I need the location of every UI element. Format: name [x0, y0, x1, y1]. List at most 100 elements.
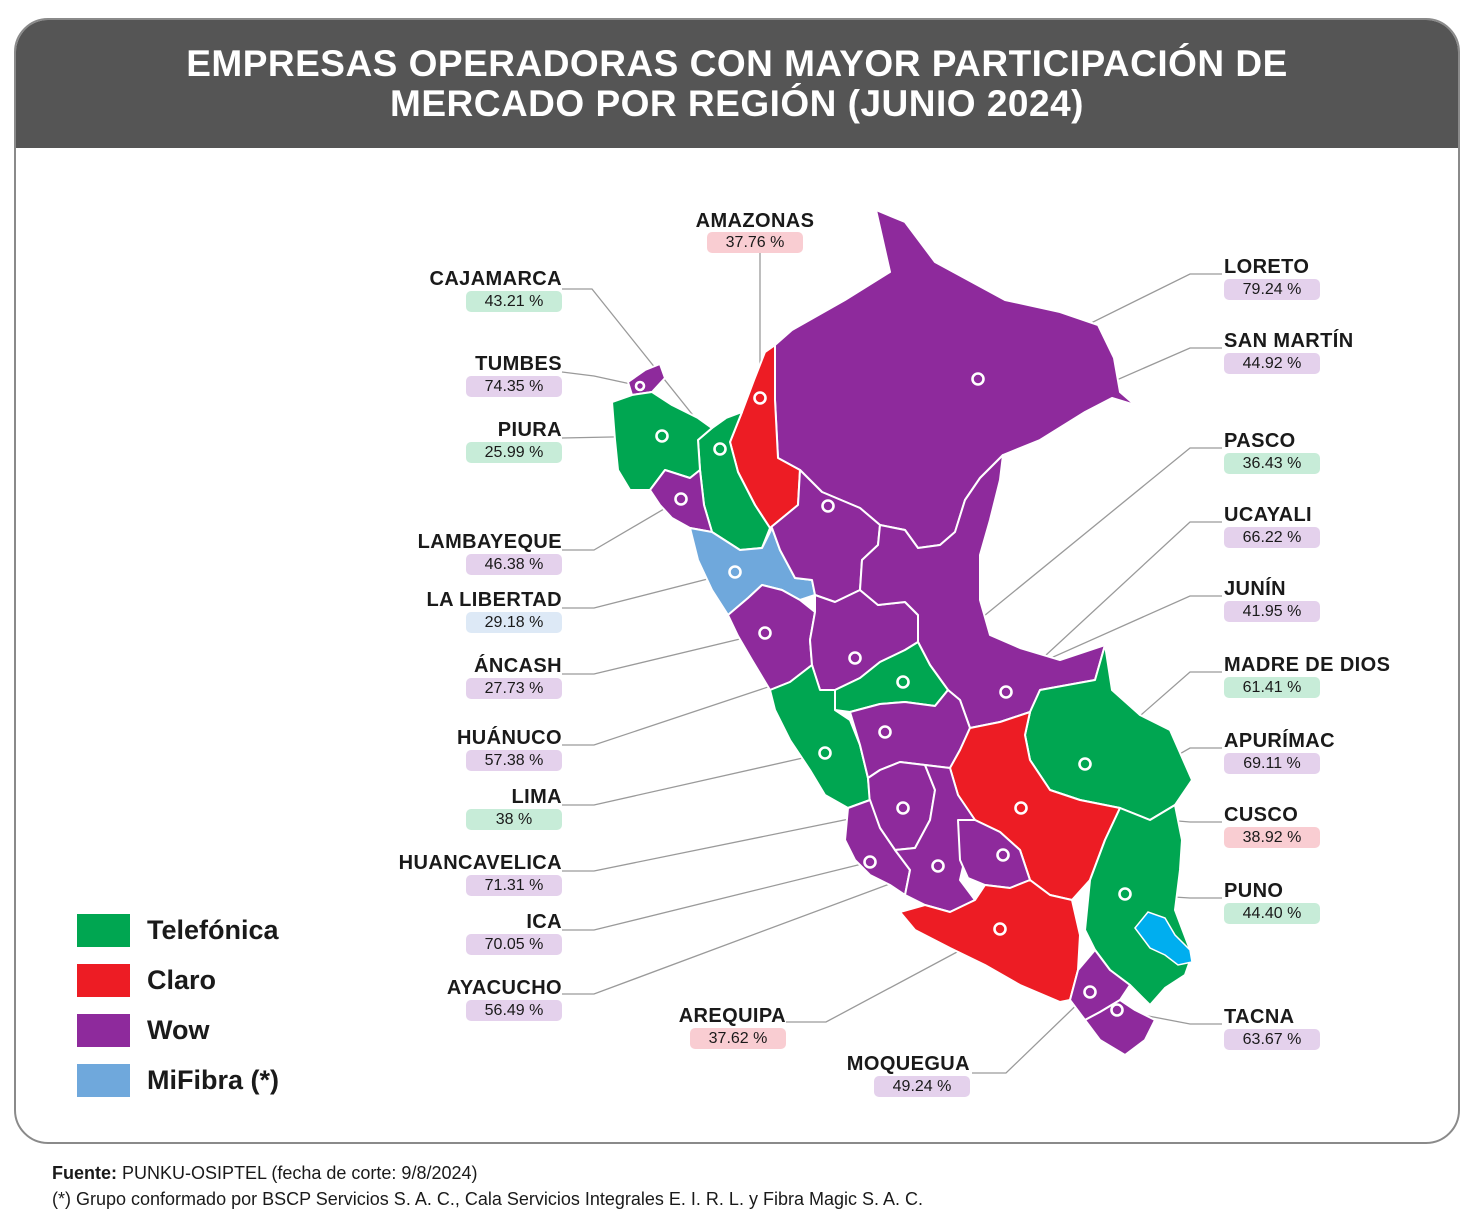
marker-pasco[interactable] — [896, 675, 910, 689]
label-arequipa: AREQUIPA 37.62 % — [596, 1005, 786, 1049]
leader-line-arequipa — [786, 928, 1001, 1023]
label-pasco: PASCO 36.43 % — [1224, 430, 1414, 474]
marker-madrededios[interactable] — [1078, 757, 1092, 771]
label-tumbes: TUMBES 74.35 % — [372, 353, 562, 397]
label-ayacucho: AYACUCHO 56.49 % — [372, 977, 562, 1021]
region-value-huanuco: 57.38 % — [466, 750, 562, 771]
region-value-ucayali: 66.22 % — [1224, 527, 1320, 548]
region-name-lambayeque: LAMBAYEQUE — [417, 531, 562, 553]
leader-line-lima — [562, 752, 826, 806]
region-value-tacna: 63.67 % — [1224, 1029, 1320, 1050]
marker-lima[interactable] — [818, 746, 832, 760]
marker-moquegua[interactable] — [1083, 985, 1097, 999]
region-name-ancash: ÁNCASH — [474, 655, 562, 677]
region-tacna[interactable] — [1084, 999, 1156, 1056]
marker-piura[interactable] — [655, 429, 669, 443]
marker-junin[interactable] — [878, 725, 892, 739]
label-huancavelica: HUANCAVELICA 71.31 % — [372, 852, 562, 896]
region-value-huancavelica: 71.31 % — [466, 875, 562, 896]
region-name-lima: LIMA — [511, 786, 562, 808]
region-name-junin: JUNÍN — [1224, 578, 1287, 600]
region-value-lima: 38 % — [466, 809, 562, 830]
region-name-piura: PIURA — [497, 419, 562, 441]
title-line-1: EMPRESAS OPERADORAS CON MAYOR PARTICIPAC… — [186, 43, 1288, 84]
region-name-apurimac: APURÍMAC — [1224, 730, 1335, 752]
leader-line-ayacucho — [562, 865, 939, 995]
label-apurimac: APURÍMAC 69.11 % — [1224, 730, 1414, 774]
label-ica: ICA 70.05 % — [372, 911, 562, 955]
region-name-lalibertad: LA LIBERTAD — [426, 589, 562, 611]
marker-lambayeque[interactable] — [674, 492, 688, 506]
marker-ayacucho[interactable] — [931, 859, 945, 873]
legend-label-mifibra: MiFibra (*) — [147, 1065, 279, 1095]
region-value-tumbes: 74.35 % — [466, 376, 562, 397]
region-value-puno: 44.40 % — [1224, 903, 1320, 924]
region-name-tumbes: TUMBES — [475, 353, 562, 375]
label-ucayali: UCAYALI 66.22 % — [1224, 504, 1414, 548]
marker-cusco[interactable] — [1014, 801, 1028, 815]
label-cajamarca: CAJAMARCA 43.21 % — [372, 268, 562, 312]
marker-huanuco[interactable] — [848, 651, 862, 665]
label-lalibertad: LA LIBERTAD 29.18 % — [372, 589, 562, 633]
region-name-ica: ICA — [526, 911, 562, 933]
marker-ancash[interactable] — [758, 626, 772, 640]
region-value-moquegua: 49.24 % — [874, 1076, 970, 1097]
legend-label-telefonica: Telefónica — [147, 915, 279, 945]
region-name-amazonas: AMAZONAS — [695, 210, 815, 232]
source-label: Fuente: — [52, 1163, 117, 1183]
region-value-sanmartin: 44.92 % — [1224, 353, 1320, 374]
region-tumbes[interactable] — [627, 363, 666, 396]
marker-lalibertad[interactable] — [728, 565, 742, 579]
region-value-piura: 25.99 % — [466, 442, 562, 463]
leader-line-lambayeque — [562, 498, 682, 551]
region-value-arequipa: 37.62 % — [690, 1028, 786, 1049]
region-value-pasco: 36.43 % — [1224, 453, 1320, 474]
marker-amazonas[interactable] — [753, 391, 767, 405]
marker-ica[interactable] — [863, 855, 877, 869]
label-lambayeque: LAMBAYEQUE 46.38 % — [372, 531, 562, 575]
marker-tacna[interactable] — [1110, 1003, 1124, 1017]
region-name-ayacucho: AYACUCHO — [446, 977, 562, 999]
label-piura: PIURA 25.99 % — [372, 419, 562, 463]
source-text: PUNKU-OSIPTEL (fecha de corte: 9/8/2024) — [117, 1163, 478, 1183]
region-lambayeque[interactable] — [649, 469, 713, 533]
label-junin: JUNÍN 41.95 % — [1224, 578, 1414, 622]
source-line: Fuente: PUNKU-OSIPTEL (fecha de corte: 9… — [52, 1160, 923, 1186]
region-value-apurimac: 69.11 % — [1224, 753, 1320, 774]
marker-huancavelica[interactable] — [896, 801, 910, 815]
label-lima: LIMA 38 % — [372, 786, 562, 830]
marker-loreto[interactable] — [971, 372, 985, 386]
marker-tumbes[interactable] — [634, 380, 646, 392]
region-name-arequipa: AREQUIPA — [678, 1005, 786, 1027]
region-value-lambayeque: 46.38 % — [466, 554, 562, 575]
region-name-puno: PUNO — [1224, 880, 1284, 902]
marker-sanmartin[interactable] — [821, 499, 835, 513]
infographic-card: EMPRESAS OPERADORAS CON MAYOR PARTICIPAC… — [14, 18, 1460, 1144]
label-amazonas: AMAZONAS 37.76 % — [660, 210, 850, 253]
label-puno: PUNO 44.40 % — [1224, 880, 1414, 924]
region-name-madrededios: MADRE DE DIOS — [1224, 654, 1391, 676]
label-madrededios: MADRE DE DIOS 61.41 % — [1224, 654, 1414, 698]
source-note: Fuente: PUNKU-OSIPTEL (fecha de corte: 9… — [52, 1160, 923, 1212]
region-name-pasco: PASCO — [1224, 430, 1296, 452]
marker-arequipa[interactable] — [993, 922, 1007, 936]
region-name-moquegua: MOQUEGUA — [846, 1053, 970, 1075]
region-value-loreto: 79.24 % — [1224, 279, 1320, 300]
legend-label-wow: Wow — [147, 1015, 210, 1045]
region-name-tacna: TACNA — [1224, 1006, 1295, 1028]
region-name-ucayali: UCAYALI — [1224, 504, 1313, 526]
region-name-huanuco: HUÁNUCO — [456, 727, 562, 749]
leader-line-ancash — [562, 632, 766, 675]
region-value-cusco: 38.92 % — [1224, 827, 1320, 848]
marker-puno[interactable] — [1118, 887, 1132, 901]
region-name-cusco: CUSCO — [1224, 804, 1299, 826]
marker-cajamarca[interactable] — [713, 442, 727, 456]
title-banner: EMPRESAS OPERADORAS CON MAYOR PARTICIPAC… — [16, 20, 1458, 148]
marker-apurimac[interactable] — [996, 848, 1010, 862]
region-arequipa[interactable] — [899, 879, 1081, 1003]
lake-titicaca — [1134, 911, 1193, 966]
region-name-cajamarca: CAJAMARCA — [429, 268, 562, 290]
region-value-ica: 70.05 % — [466, 934, 562, 955]
marker-ucayali[interactable] — [999, 685, 1013, 699]
